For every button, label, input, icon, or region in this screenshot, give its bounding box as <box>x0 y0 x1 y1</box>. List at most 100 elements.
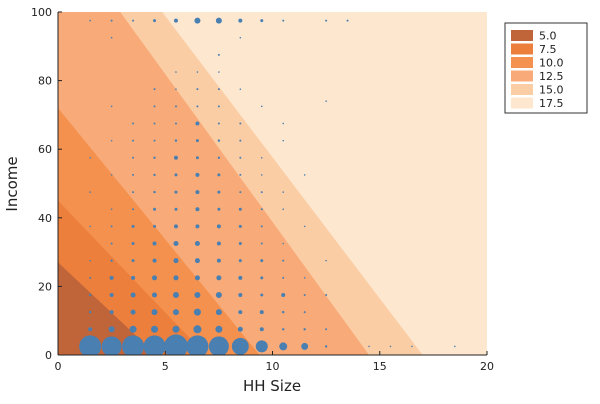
contour-band-5.0 <box>58 262 157 355</box>
scatter-point <box>216 224 221 229</box>
scatter-point <box>260 259 264 263</box>
scatter-point <box>324 345 328 348</box>
y-tick-label: 80 <box>38 75 52 88</box>
scatter-point <box>174 105 177 108</box>
y-tick-label: 40 <box>38 212 52 225</box>
scatter-point <box>131 242 135 246</box>
scatter-point <box>239 173 242 176</box>
scatter-point <box>303 174 306 176</box>
scatter-point <box>282 139 285 142</box>
scatter-point <box>368 345 370 348</box>
scatter-point <box>217 190 221 194</box>
scatter-point <box>260 242 263 245</box>
scatter-point <box>260 19 264 23</box>
scatter-point <box>132 173 135 176</box>
scatter-point <box>89 19 91 22</box>
scatter-point <box>282 208 285 211</box>
scatter-point <box>132 156 135 159</box>
scatter-point <box>282 328 285 331</box>
legend-label: 7.5 <box>539 43 557 56</box>
legend: 5.07.510.012.515.017.5 <box>504 22 588 114</box>
scatter-point <box>101 336 122 355</box>
scatter-point <box>301 342 309 350</box>
scatter-point <box>89 259 91 262</box>
scatter-point <box>281 292 286 297</box>
scatter-point <box>325 259 327 262</box>
scatter-point <box>239 36 242 39</box>
scatter-point <box>389 345 392 348</box>
scatter-point <box>153 105 156 108</box>
scatter-point <box>153 156 156 159</box>
scatter-point <box>193 325 202 334</box>
scatter-point <box>216 258 221 263</box>
scatter-point <box>175 71 177 73</box>
scatter-point <box>239 122 242 125</box>
scatter-point <box>260 174 263 176</box>
scatter-point <box>303 328 306 331</box>
scatter-point <box>110 242 113 245</box>
scatter-point <box>282 310 285 314</box>
legend-label: 15.0 <box>539 84 564 97</box>
scatter-point <box>260 225 263 228</box>
scatter-point <box>325 19 328 22</box>
scatter-point <box>153 19 157 23</box>
scatter-point <box>195 121 200 126</box>
scatter-point <box>109 310 114 315</box>
scatter-point <box>194 275 200 281</box>
scatter-point <box>255 340 268 353</box>
scatter-point <box>109 275 114 280</box>
legend-swatch <box>511 97 533 109</box>
scatter-point <box>238 259 242 263</box>
scatter-point <box>173 155 178 160</box>
scatter-point <box>110 139 113 142</box>
scatter-point <box>282 122 285 125</box>
scatter-point <box>131 259 135 263</box>
scatter-point <box>173 258 179 264</box>
legend-label: 12.5 <box>539 70 564 83</box>
scatter-point <box>303 293 306 296</box>
scatter-point <box>88 293 92 297</box>
scatter-point <box>259 327 264 332</box>
scatter-point <box>163 334 188 355</box>
scatter-point <box>88 310 92 314</box>
scatter-point <box>153 190 156 194</box>
legend-label: 17.5 <box>539 97 564 110</box>
scatter-point <box>194 17 201 24</box>
scatter-point <box>173 18 178 23</box>
scatter-point <box>194 291 201 298</box>
scatter-point <box>175 88 177 90</box>
scatter-point <box>89 225 91 228</box>
scatter-point <box>89 276 92 279</box>
scatter-point <box>131 275 136 280</box>
x-tick-label: 10 <box>266 360 280 373</box>
scatter-point <box>153 122 156 125</box>
scatter-point <box>131 224 135 228</box>
scatter-point <box>89 191 91 193</box>
legend-label: 10.0 <box>539 57 564 70</box>
scatter-point <box>260 208 263 211</box>
scatter-point <box>325 328 328 331</box>
scatter-point <box>193 308 201 316</box>
scatter-point <box>217 139 221 142</box>
scatter-point <box>282 242 285 245</box>
scatter-point <box>151 309 158 316</box>
scatter-point <box>173 224 178 229</box>
scatter-point <box>208 336 229 355</box>
scatter-point <box>239 88 242 90</box>
scatter-point <box>130 309 136 315</box>
scatter-point <box>239 139 242 142</box>
scatter-points <box>79 17 456 355</box>
scatter-point <box>303 225 306 228</box>
scatter-point <box>215 17 222 24</box>
scatter-point <box>238 18 243 23</box>
legend-swatch <box>511 30 533 41</box>
scatter-point <box>346 19 349 22</box>
scatter-point <box>79 335 102 355</box>
scatter-point <box>153 207 157 211</box>
scatter-point <box>110 208 113 211</box>
scatter-point <box>216 241 221 246</box>
scatter-point <box>174 139 178 142</box>
scatter-point <box>195 207 200 212</box>
scatter-point <box>88 327 93 332</box>
